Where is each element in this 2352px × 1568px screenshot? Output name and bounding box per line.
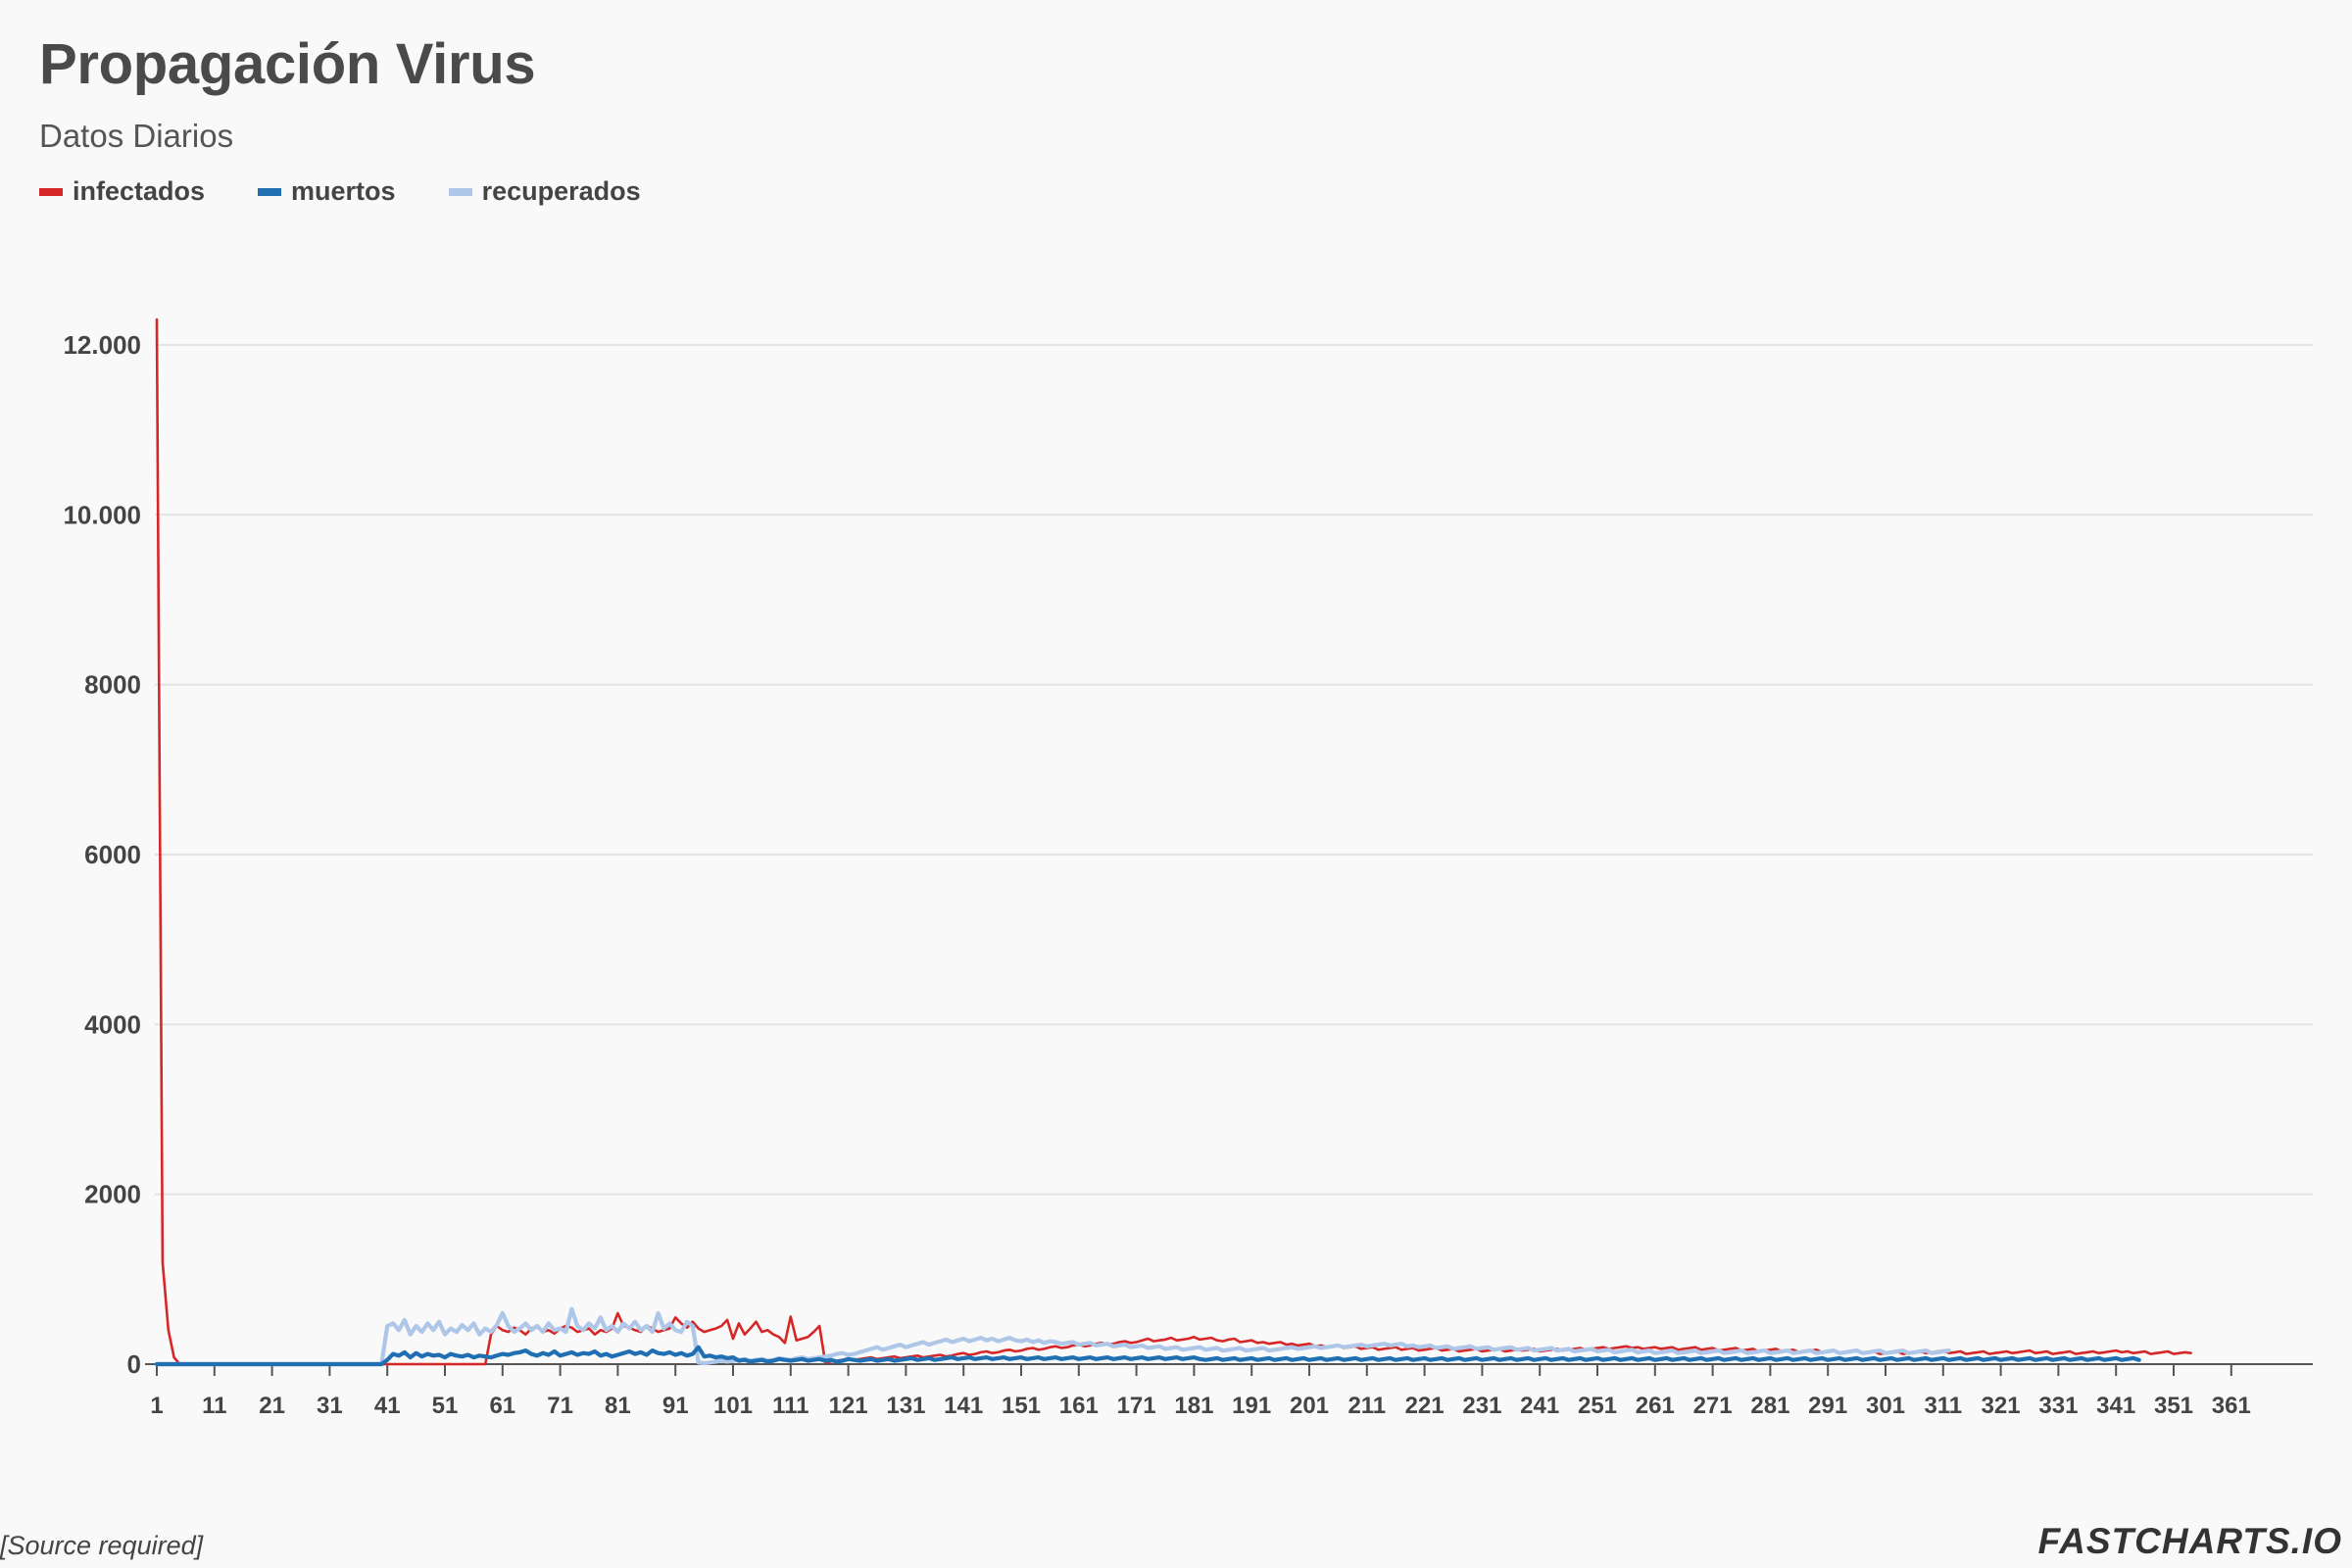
x-tick-label: 191 xyxy=(1232,1393,1271,1419)
chart-subtitle: Datos Diarios xyxy=(39,118,234,154)
x-tick-label: 111 xyxy=(772,1393,808,1419)
brand-logo[interactable]: FASTCHARTS.IO xyxy=(2037,1521,2342,1561)
x-tick-label: 61 xyxy=(489,1393,515,1419)
x-tick-label: 131 xyxy=(886,1393,925,1419)
x-tick-label: 181 xyxy=(1174,1393,1213,1419)
y-tick-label: 6000 xyxy=(84,840,141,869)
x-tick-label: 141 xyxy=(944,1393,983,1419)
x-tick-label: 81 xyxy=(605,1393,631,1419)
x-tick-label: 101 xyxy=(713,1393,753,1419)
x-tick-label: 51 xyxy=(432,1393,459,1419)
x-tick-label: 271 xyxy=(1693,1393,1733,1419)
x-tick-label: 221 xyxy=(1405,1393,1445,1419)
x-tick-label: 341 xyxy=(2096,1393,2135,1419)
x-tick-label: 281 xyxy=(1750,1393,1789,1419)
x-tick-label: 241 xyxy=(1520,1393,1559,1419)
x-tick-label: 311 xyxy=(1924,1393,1962,1419)
legend-item-recuperados[interactable]: recuperados xyxy=(448,176,641,207)
legend-label-recuperados: recuperados xyxy=(481,176,641,206)
x-tick-label: 291 xyxy=(1808,1393,1847,1419)
x-tick-label: 301 xyxy=(1866,1393,1905,1419)
x-tick-label: 251 xyxy=(1578,1393,1617,1419)
series-line-infectados[interactable] xyxy=(155,318,2192,1366)
chart-legend: infectados muertos recuperados xyxy=(39,176,641,207)
x-tick-label: 161 xyxy=(1059,1393,1099,1419)
y-tick-label: 2000 xyxy=(84,1180,141,1209)
x-tick-label: 11 xyxy=(202,1393,226,1419)
legend-swatch-muertos xyxy=(258,187,282,196)
legend-label-infectados: infectados xyxy=(73,176,206,206)
x-tick-label: 31 xyxy=(317,1393,343,1419)
x-tick-label: 361 xyxy=(2212,1393,2251,1419)
legend-item-muertos[interactable]: muertos xyxy=(258,176,396,207)
x-tick-label: 331 xyxy=(2038,1393,2078,1419)
legend-swatch-infectados xyxy=(39,187,63,196)
x-tick-label: 21 xyxy=(259,1393,285,1419)
y-tick-label: 8000 xyxy=(84,670,141,700)
x-tick-label: 1 xyxy=(150,1393,163,1419)
x-tick-label: 121 xyxy=(829,1393,868,1419)
y-tick-label: 10.000 xyxy=(63,500,141,529)
x-tick-label: 71 xyxy=(547,1393,573,1419)
y-tick-label: 12.000 xyxy=(63,330,141,360)
legend-label-muertos: muertos xyxy=(291,176,396,206)
grid-lines xyxy=(155,343,2313,1196)
x-tick-label: 151 xyxy=(1002,1393,1041,1419)
x-tick-label: 351 xyxy=(2154,1393,2193,1419)
chart-title: Propagación Virus xyxy=(39,32,536,96)
y-tick-label: 0 xyxy=(127,1349,141,1379)
series-line-recuperados[interactable] xyxy=(154,1306,1951,1367)
series-lines xyxy=(154,318,2192,1367)
x-tick-label: 171 xyxy=(1117,1393,1156,1419)
x-tick-label: 321 xyxy=(1982,1393,2021,1419)
y-tick-label: 4000 xyxy=(84,1009,141,1039)
x-tick-label: 91 xyxy=(662,1393,689,1419)
x-tick-label: 231 xyxy=(1462,1393,1501,1419)
x-tick-label: 41 xyxy=(374,1393,401,1419)
x-tick-label: 211 xyxy=(1348,1393,1386,1419)
legend-swatch-recuperados xyxy=(448,187,472,196)
x-tick-label: 201 xyxy=(1290,1393,1329,1419)
legend-item-infectados[interactable]: infectados xyxy=(39,176,205,207)
series-line-muertos[interactable] xyxy=(154,1345,2141,1367)
source-note: [Source required] xyxy=(0,1531,204,1560)
x-tick-label: 261 xyxy=(1636,1393,1675,1419)
